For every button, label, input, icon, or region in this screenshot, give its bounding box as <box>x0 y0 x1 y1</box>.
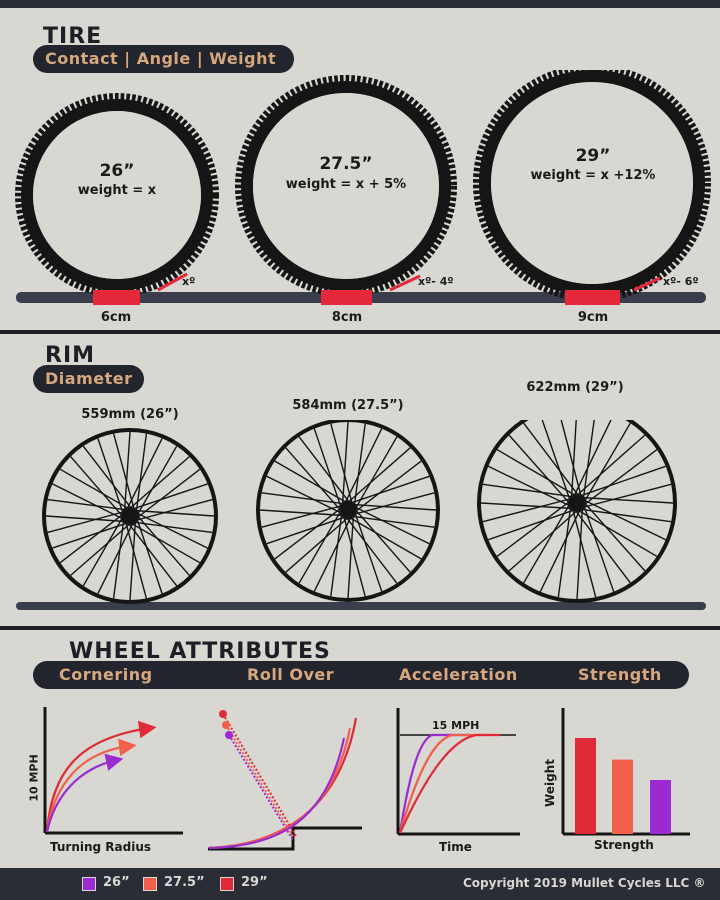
attributes-section-title: WHEEL ATTRIBUTES <box>69 639 331 664</box>
acceleration-curve-27-5 <box>398 733 490 834</box>
rim-subtitle-pill: Diameter <box>33 365 144 393</box>
footer-bar <box>0 868 720 900</box>
tire-angle-29: xº- 6º <box>663 275 699 288</box>
angle-line-27-5 <box>389 274 421 292</box>
tire-29 <box>473 70 711 302</box>
tire-26 <box>15 93 219 297</box>
rim-ground-line <box>16 602 706 610</box>
legend-swatch-29 <box>220 877 234 891</box>
roll-over-dot-27-5 <box>222 721 230 729</box>
rim-label-29: 622mm (29”) <box>526 380 624 395</box>
legend-swatch-27-5 <box>143 877 157 891</box>
attr-label-strength: Strength <box>578 665 662 684</box>
strength-bar-27-5 <box>612 759 633 834</box>
strength-bar-29 <box>575 738 596 834</box>
tire-weight-27-5: weight = x + 5% <box>285 177 407 192</box>
top-bar <box>0 0 720 8</box>
tire-weight-26: weight = x <box>77 183 157 198</box>
cornering-curve-29 <box>45 720 157 833</box>
legend-swatch-26 <box>82 877 96 891</box>
tire-contact-29: 9cm <box>577 310 609 325</box>
tire-angle-27-5: xº- 4º <box>418 275 454 288</box>
acceleration-curve-26 <box>398 733 470 834</box>
tire-subtitle-pill: Contact | Angle | Weight <box>33 45 294 73</box>
strength-chart <box>561 708 690 836</box>
angle-line-26 <box>157 272 188 292</box>
cornering-xlabel: Turning Radius <box>50 840 152 854</box>
tire-contact-27-5: 8cm <box>331 310 363 325</box>
strength-bar-26 <box>650 780 671 834</box>
cornering-chart <box>43 707 183 835</box>
rim-wheel-26 <box>42 428 218 604</box>
roll-over-curve-27-5 <box>208 727 352 850</box>
tire-27-5 <box>235 75 457 297</box>
attributes-charts <box>43 707 690 851</box>
cornering-curve-27-5 <box>45 738 137 833</box>
roll-over-dot-26 <box>225 731 233 739</box>
contact-patch-26 <box>93 290 140 305</box>
tire-section-title: TIRE <box>43 24 103 49</box>
tire-size-29: 29” <box>575 146 611 166</box>
rim-label-27-5: 584mm (27.5”) <box>292 398 404 413</box>
attr-label-roll-over: Roll Over <box>247 665 335 684</box>
attributes-label-bar <box>33 661 689 689</box>
roll-over-dot-29 <box>219 710 227 718</box>
tire-weight-29: weight = x +12% <box>530 168 656 183</box>
legend-label-26: 26” <box>103 875 130 890</box>
acceleration-xlabel: Time <box>439 840 472 854</box>
roll-over-chart <box>208 710 362 851</box>
tire-size-26: 26” <box>99 161 135 181</box>
tire-diagram <box>15 70 711 305</box>
section-divider-2 <box>0 626 720 630</box>
tire-contact-26: 6cm <box>100 310 132 325</box>
rim-label-26: 559mm (26”) <box>81 407 179 422</box>
acceleration-annotation: 15 MPH <box>432 719 480 732</box>
acceleration-chart <box>396 708 520 836</box>
rim-section-title: RIM <box>45 343 96 368</box>
strength-ylabel: Weight <box>543 759 557 807</box>
rim-diagram <box>16 420 706 610</box>
rim-wheel-27-5 <box>256 420 440 602</box>
angle-line-29 <box>633 276 661 292</box>
attr-label-cornering: Cornering <box>59 665 153 684</box>
tire-angle-26: xº <box>182 275 196 288</box>
cornering-ylabel: 10 MPH <box>27 754 41 802</box>
legend-label-27-5: 27.5” <box>164 875 205 890</box>
acceleration-curve-29 <box>399 733 500 834</box>
copyright-text: Copyright 2019 Mullet Cycles LLC ® <box>463 876 706 890</box>
roll-over-curve-26 <box>208 737 346 850</box>
cornering-curve-26 <box>45 753 124 833</box>
contact-patch-27-5 <box>321 290 372 305</box>
strength-xlabel: Strength <box>594 838 654 852</box>
rim-wheel-29 <box>477 420 677 603</box>
contact-patch-29 <box>565 290 620 305</box>
section-divider-1 <box>0 330 720 334</box>
legend-label-29: 29” <box>241 875 268 890</box>
tire-size-27-5: 27.5” <box>319 154 373 174</box>
attr-label-acceleration: Acceleration <box>399 665 518 684</box>
